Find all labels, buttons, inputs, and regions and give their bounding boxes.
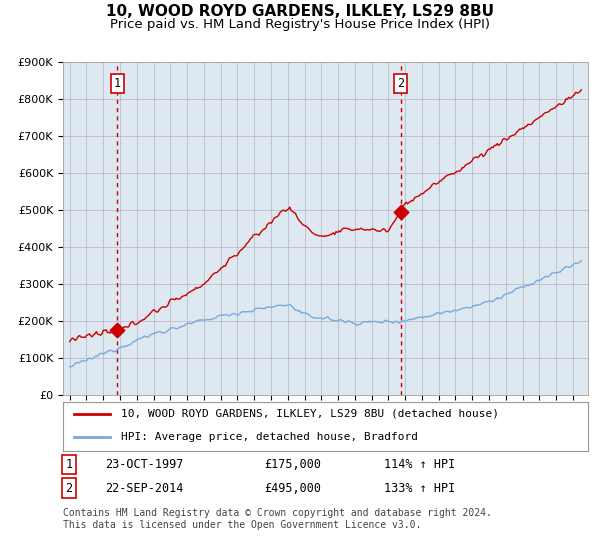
Text: 22-SEP-2014: 22-SEP-2014 bbox=[105, 482, 184, 494]
Text: 133% ↑ HPI: 133% ↑ HPI bbox=[384, 482, 455, 494]
Point bbox=[112, 325, 122, 334]
Text: £175,000: £175,000 bbox=[264, 458, 321, 471]
Point bbox=[396, 207, 406, 216]
Text: 23-OCT-1997: 23-OCT-1997 bbox=[105, 458, 184, 471]
Text: £495,000: £495,000 bbox=[264, 482, 321, 494]
Text: Price paid vs. HM Land Registry's House Price Index (HPI): Price paid vs. HM Land Registry's House … bbox=[110, 18, 490, 31]
Text: 1: 1 bbox=[113, 77, 121, 90]
Text: 2: 2 bbox=[397, 77, 404, 90]
Text: 2: 2 bbox=[65, 482, 73, 494]
Text: HPI: Average price, detached house, Bradford: HPI: Average price, detached house, Brad… bbox=[121, 432, 418, 442]
Text: 1: 1 bbox=[65, 458, 73, 471]
Text: 10, WOOD ROYD GARDENS, ILKLEY, LS29 8BU: 10, WOOD ROYD GARDENS, ILKLEY, LS29 8BU bbox=[106, 4, 494, 20]
Text: Contains HM Land Registry data © Crown copyright and database right 2024.
This d: Contains HM Land Registry data © Crown c… bbox=[63, 508, 492, 530]
Text: 10, WOOD ROYD GARDENS, ILKLEY, LS29 8BU (detached house): 10, WOOD ROYD GARDENS, ILKLEY, LS29 8BU … bbox=[121, 409, 499, 419]
Text: 114% ↑ HPI: 114% ↑ HPI bbox=[384, 458, 455, 471]
